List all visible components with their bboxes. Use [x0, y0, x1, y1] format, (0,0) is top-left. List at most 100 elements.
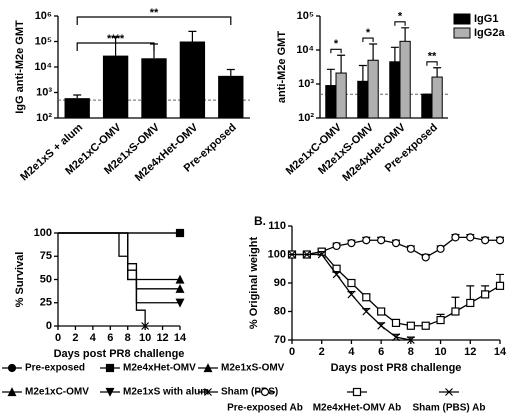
marker	[332, 241, 341, 251]
x-tick-label: 0	[55, 332, 61, 344]
bar	[179, 41, 206, 118]
marker	[175, 274, 185, 284]
error-bar	[226, 68, 235, 76]
significance-label: *	[366, 27, 371, 39]
x-tick-label: 4	[348, 346, 355, 358]
legend-marker	[105, 363, 115, 373]
x-tick-label: 8	[125, 332, 131, 344]
marker	[466, 298, 475, 308]
bar	[357, 80, 369, 119]
bar	[325, 85, 337, 119]
marker	[175, 298, 185, 308]
significance-label: *	[334, 38, 339, 50]
marker	[495, 236, 505, 245]
error-bar	[337, 54, 346, 74]
marker	[332, 270, 341, 279]
bar	[399, 40, 411, 119]
x-tick-label: M2e1xS + alum	[18, 121, 85, 183]
y-tick-label: 10⁶	[35, 10, 52, 22]
marker	[141, 322, 150, 330]
marker	[436, 244, 445, 253]
y-tick-label: 10⁵	[297, 10, 314, 22]
bar	[218, 75, 244, 118]
y-tick-label: 80	[274, 305, 286, 317]
legend-label: M2e4xHet-OMV	[123, 363, 196, 374]
x-tick-label: 2	[319, 346, 325, 358]
bar	[64, 98, 90, 118]
legend-label: Pre-exposed	[25, 363, 85, 374]
marker	[175, 283, 185, 293]
marker	[481, 290, 490, 299]
weight-line	[292, 250, 501, 327]
significance-bracket	[76, 16, 232, 25]
significance-bracket	[330, 48, 342, 54]
marker	[347, 290, 356, 299]
bar	[389, 61, 401, 119]
y-tick-label: 25	[40, 297, 52, 309]
marker	[495, 281, 505, 290]
y-axis-label: IgG anti-M2e GMT	[14, 20, 26, 114]
y-axis-label: anti-M2e GMT	[276, 31, 288, 103]
marker	[436, 315, 445, 325]
x-axis-label: Days post PR8 challenge	[331, 362, 462, 374]
legend-label: M2e1xC-OMV	[25, 387, 89, 398]
marker	[421, 321, 430, 330]
legend-label: IgG1	[474, 13, 498, 25]
bar	[431, 76, 443, 119]
marker	[421, 253, 430, 262]
y-tick-label: 10⁴	[34, 61, 52, 73]
y-tick-label: 110	[268, 220, 286, 232]
legend-marker	[445, 388, 453, 396]
legend-label: M2e4xHet-OMV Ab	[313, 403, 402, 414]
x-tick-label: 4	[90, 332, 97, 344]
marker	[347, 278, 356, 288]
legend-marker	[260, 387, 270, 397]
y-tick-label: 10²	[36, 112, 52, 124]
legend-marker	[7, 363, 17, 373]
significance-bracket	[76, 42, 155, 51]
error-bar	[369, 43, 378, 61]
error-bar	[111, 36, 120, 56]
marker	[391, 318, 401, 327]
y-tick-label: 10²	[298, 112, 314, 124]
y-tick-label: 10⁴	[296, 44, 314, 56]
bar	[141, 58, 167, 118]
y-tick-label: 90	[274, 277, 286, 289]
x-tick-label: 6	[107, 332, 113, 344]
legend-label: M2e1xS-OMV	[221, 363, 285, 374]
error-bar	[73, 94, 82, 99]
y-tick-label: 10⁵	[35, 35, 52, 47]
marker	[347, 239, 356, 248]
significance-label: **	[428, 51, 437, 63]
legend-label: Sham (PBS)	[221, 387, 278, 398]
marker	[377, 236, 386, 245]
survival-line	[58, 232, 180, 281]
legend-label: IgG2a	[474, 27, 505, 39]
marker	[377, 307, 386, 316]
x-tick-label: 12	[464, 346, 476, 358]
error-bar	[326, 68, 335, 86]
error-bar	[358, 64, 367, 82]
marker	[175, 228, 185, 238]
marker	[392, 333, 400, 342]
x-tick-label: 0	[289, 346, 295, 358]
error-bar	[188, 30, 197, 42]
y-tick-label: 100	[34, 227, 52, 239]
marker	[451, 233, 460, 242]
marker	[362, 236, 371, 245]
significance-bracket	[426, 61, 438, 66]
marker	[362, 307, 371, 316]
legend-marker	[7, 387, 17, 397]
marker	[466, 233, 475, 242]
legend-swatch	[453, 13, 471, 25]
y-tick-label: 70	[274, 334, 286, 346]
significance-label: **	[150, 7, 159, 19]
x-tick-label: 14	[494, 346, 507, 358]
bar	[367, 59, 379, 119]
x-tick-label: 12	[156, 332, 168, 344]
x-axis-label: Days post PR8 challenge	[54, 348, 185, 360]
marker	[377, 321, 386, 330]
weight-line	[292, 253, 411, 341]
significance-bracket	[362, 37, 374, 43]
